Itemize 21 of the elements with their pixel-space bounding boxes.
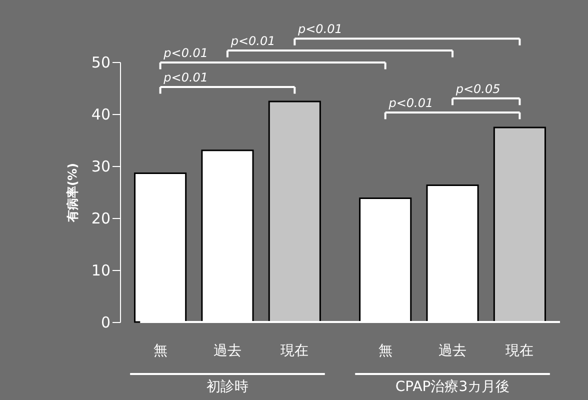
x-tick-label: 過去 <box>213 343 242 359</box>
annotation: p<0.05 <box>454 82 500 96</box>
text: p<0.01 <box>230 34 276 48</box>
y-tick-label: 30 <box>91 158 110 176</box>
x-tick-label: 無 <box>378 343 392 359</box>
annotation: p<0.01 <box>388 96 434 110</box>
text: p<0.01 <box>162 46 208 60</box>
y-tick-label: 0 <box>100 314 110 332</box>
y-tick-label: 50 <box>91 54 110 72</box>
text: p<0.01 <box>297 22 342 36</box>
y-tick-label: 20 <box>91 210 110 228</box>
x-tick-label: 過去 <box>438 343 467 359</box>
x-tick-label: 現在 <box>280 343 309 359</box>
annotation: p<0.01 <box>162 70 208 84</box>
y-tick-label: 10 <box>91 262 110 280</box>
x-tick-label: 現在 <box>506 343 534 359</box>
y-axis-title: 有病率(%) <box>65 163 80 223</box>
x-tick-label: 無 <box>153 343 168 359</box>
text: 初診時 <box>206 379 248 395</box>
y-tick-label: 40 <box>91 106 110 124</box>
text: CPAP治療3カ月後 <box>395 379 510 395</box>
